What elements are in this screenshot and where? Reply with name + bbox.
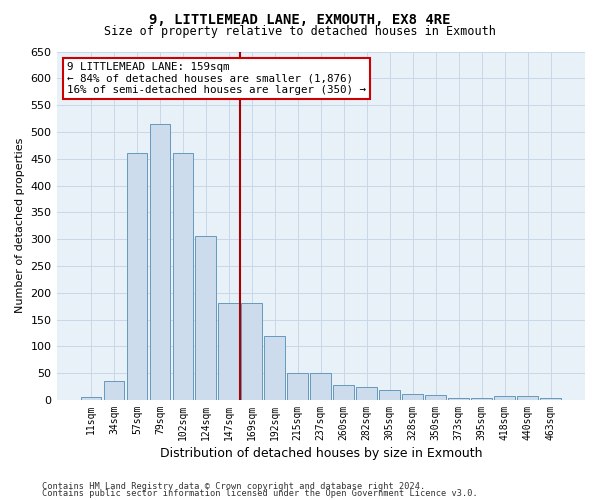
Bar [173, 154, 193, 400]
Bar [472, 398, 492, 400]
Bar [80, 398, 101, 400]
Bar [517, 396, 538, 400]
Bar [265, 336, 285, 400]
Bar [287, 373, 308, 400]
X-axis label: Distribution of detached houses by size in Exmouth: Distribution of detached houses by size … [160, 447, 482, 460]
Bar [356, 386, 377, 400]
Bar [218, 304, 239, 400]
Text: 9 LITTLEMEAD LANE: 159sqm
← 84% of detached houses are smaller (1,876)
16% of se: 9 LITTLEMEAD LANE: 159sqm ← 84% of detac… [67, 62, 366, 95]
Text: Size of property relative to detached houses in Exmouth: Size of property relative to detached ho… [104, 25, 496, 38]
Bar [379, 390, 400, 400]
Bar [196, 236, 216, 400]
Text: 9, LITTLEMEAD LANE, EXMOUTH, EX8 4RE: 9, LITTLEMEAD LANE, EXMOUTH, EX8 4RE [149, 12, 451, 26]
Bar [334, 386, 354, 400]
Bar [241, 304, 262, 400]
Bar [448, 398, 469, 400]
Bar [104, 381, 124, 400]
Bar [540, 398, 561, 400]
Bar [149, 124, 170, 400]
Text: Contains HM Land Registry data © Crown copyright and database right 2024.: Contains HM Land Registry data © Crown c… [42, 482, 425, 491]
Bar [425, 394, 446, 400]
Y-axis label: Number of detached properties: Number of detached properties [15, 138, 25, 314]
Bar [127, 154, 147, 400]
Bar [494, 396, 515, 400]
Bar [310, 373, 331, 400]
Bar [403, 394, 423, 400]
Text: Contains public sector information licensed under the Open Government Licence v3: Contains public sector information licen… [42, 489, 478, 498]
